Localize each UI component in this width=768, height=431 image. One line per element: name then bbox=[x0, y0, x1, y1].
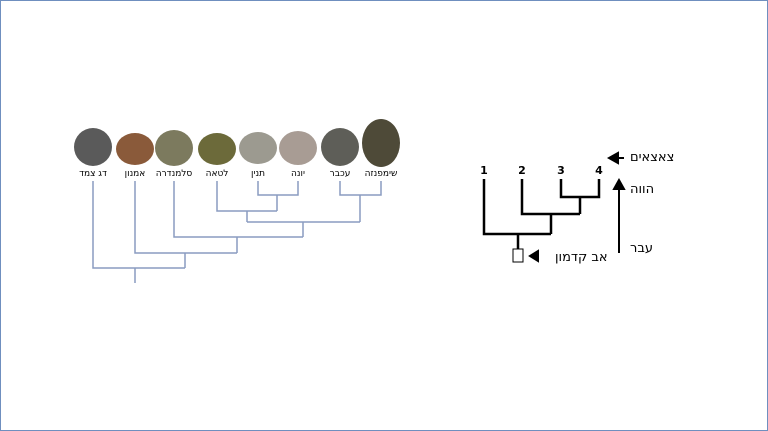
photos bbox=[74, 119, 400, 167]
node-label: 1 bbox=[480, 164, 488, 177]
label: יונה bbox=[291, 169, 305, 179]
label: עכבר bbox=[330, 169, 351, 179]
photo bbox=[362, 119, 400, 167]
photo bbox=[116, 133, 154, 165]
photo bbox=[155, 130, 193, 166]
photo bbox=[239, 132, 277, 164]
model: 1 2 3 4 אב קדמון צאצאים הווה עבר bbox=[480, 150, 674, 265]
node-label: 2 bbox=[518, 164, 526, 177]
past-label: עבר bbox=[630, 241, 653, 256]
time-arrow bbox=[612, 177, 626, 253]
label: סלמנדרה bbox=[156, 169, 193, 179]
label: לטאה bbox=[206, 169, 229, 179]
photo bbox=[279, 131, 317, 165]
label: אמנון bbox=[125, 169, 146, 179]
ancestor-box bbox=[512, 248, 524, 263]
present-label: הווה bbox=[630, 182, 654, 197]
tree-lines bbox=[482, 179, 601, 250]
label: שימפנזה bbox=[365, 169, 398, 179]
arrow bbox=[606, 151, 624, 165]
ancestor-label: אב קדמון bbox=[555, 250, 608, 265]
label: דג צמד bbox=[79, 169, 107, 179]
photo bbox=[321, 128, 359, 166]
node-label: 3 bbox=[557, 164, 565, 177]
arrow bbox=[528, 249, 539, 263]
descendants-label: צאצאים bbox=[630, 150, 674, 165]
photo bbox=[198, 133, 236, 165]
cladogram: דג צמד אמנון סלמנדרה לטאה תנין יונה עכבר… bbox=[74, 119, 400, 283]
photo bbox=[74, 128, 112, 166]
label: תנין bbox=[251, 169, 265, 179]
node-label: 4 bbox=[595, 164, 603, 177]
tree-lines bbox=[92, 181, 382, 283]
